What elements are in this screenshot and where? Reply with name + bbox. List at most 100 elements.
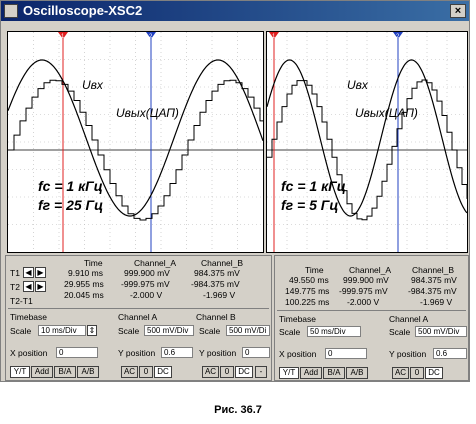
channel-b-invert-button[interactable]: - [255,366,267,378]
output-signal-label: Uвых(ЦАП) [116,106,179,120]
output-signal-trace [267,79,467,221]
x-position-label: X position [10,348,48,358]
header-channel-a: Channel_A [349,265,392,275]
add-mode-button[interactable]: Add [300,367,322,379]
channel-a-scale-field[interactable]: 500 mV/Div [144,325,194,336]
row-label-t2-t1: T2-T1 [10,296,33,306]
divider [8,308,269,309]
delta-channel-a: -2.000 V [347,297,380,307]
x-position-field[interactable]: 0 [325,348,367,359]
header-time: Time [84,258,103,268]
cursor-t2-marker-icon [146,32,156,39]
t2-right-arrow-icon[interactable]: ▶ [35,281,46,292]
input-signal-label: Uвх [82,78,103,92]
channel-a-y-position-field[interactable]: 0.6 [433,348,467,359]
t1-channel-b: 984.375 mV [194,268,240,278]
output-signal-label: Uвых(ЦАП) [355,106,418,120]
signal-frequency-label: fc = 1 кГц [281,178,346,194]
channel-a-group-label: Channel A [118,312,158,322]
channel-a-zero-button[interactable]: 0 [410,367,424,379]
x-position-field[interactable]: 0 [56,347,98,358]
t2-left-arrow-icon[interactable]: ◀ [23,281,34,292]
delta-channel-b: -1.969 V [420,297,453,307]
t1-time: 9.910 ms [68,268,103,278]
t2-channel-b: -984.375 mV [408,286,457,296]
close-button[interactable]: × [450,4,466,18]
t1-left-arrow-icon[interactable]: ◀ [23,267,34,278]
ba-mode-button[interactable]: B/A [323,367,345,379]
output-signal-trace [8,79,263,221]
window-title: Oscilloscope-XSC2 [23,3,143,18]
t1-channel-a: 999.900 mV [343,275,389,285]
timebase-group-label: Timebase [279,314,317,324]
channel-a-y-position-label: Y position [389,349,427,359]
header-channel-a: Channel_A [134,258,177,268]
control-panel-right: Time Channel_A Channel_B 49.550 ms 999.9… [274,255,469,381]
t2-channel-b: -984.375 mV [191,279,240,289]
cursor-t2-marker-icon [393,32,403,39]
timebase-spinner-icon[interactable]: ⇕ [87,325,97,336]
ab-mode-button[interactable]: A/B [77,366,99,378]
header-channel-b: Channel_B [201,258,244,268]
channel-b-group-label: Channel B [196,312,236,322]
channel-a-group-label: Channel A [389,314,429,324]
channel-a-scale-label: Scale [118,326,140,336]
oscilloscope-window: Oscilloscope-XSC2 × 1 2 Uвх Uвых(ЦАП) fc … [0,0,470,382]
input-signal-label: Uвх [347,78,368,92]
timebase-scale-field[interactable]: 50 ms/Div [307,326,361,337]
yt-mode-button[interactable]: Y/T [279,367,299,379]
channel-a-dc-button[interactable]: DC [425,367,443,379]
input-signal-trace [267,59,467,217]
channel-b-y-position-field[interactable]: 0 [242,347,270,358]
channel-b-scale-field[interactable]: 500 mV/Di [226,325,270,336]
header-channel-b: Channel_B [412,265,455,275]
control-panel-left: T1 ◀ ▶ T2 ◀ ▶ T2-T1 Time Channel_A Chann… [5,255,272,381]
channel-b-y-position-label: Y position [199,348,237,358]
cursor-t1-marker-icon [58,32,68,39]
timebase-scale-field[interactable]: 10 ms/Div [38,325,86,336]
oscilloscope-screen-right: 1 2 Uвх Uвых(ЦАП) fc = 1 кГц fг = 5 Гц [266,31,468,253]
ab-mode-button[interactable]: A/B [346,367,368,379]
t2-time: 149.775 ms [285,286,330,296]
app-icon [4,4,18,18]
add-mode-button[interactable]: Add [31,366,53,378]
t2-channel-a: -999.975 mV [339,286,388,296]
delta-time: 20.045 ms [64,290,104,300]
cursor-t2-label: 2 [149,34,153,40]
channel-a-ac-button[interactable]: AC [121,366,138,378]
x-position-label: X position [279,349,317,359]
cursor-t2-label: 2 [396,34,400,40]
header-time: Time [305,265,324,275]
channel-a-scale-field[interactable]: 500 mV/Div [415,326,467,337]
ba-mode-button[interactable]: B/A [54,366,76,378]
channel-b-zero-button[interactable]: 0 [220,366,234,378]
channel-b-scale-label: Scale [199,326,221,336]
delta-time: 100.225 ms [285,297,330,307]
channel-a-y-position-field[interactable]: 0.6 [161,347,193,358]
t1-channel-b: 984.375 mV [411,275,457,285]
t1-channel-a: 999.900 mV [124,268,170,278]
t1-right-arrow-icon[interactable]: ▶ [35,267,46,278]
divider [277,310,466,311]
cursor-t1-label: 1 [61,34,65,40]
sampling-frequency-label: fг = 25 Гц [38,197,104,213]
channel-b-ac-button[interactable]: AC [202,366,219,378]
channel-a-y-position-label: Y position [118,348,156,358]
channel-a-zero-button[interactable]: 0 [139,366,153,378]
channel-a-scale-label: Scale [389,327,411,337]
timebase-group-label: Timebase [10,312,48,322]
yt-mode-button[interactable]: Y/T [10,366,30,378]
channel-a-ac-button[interactable]: AC [392,367,409,379]
delta-channel-a: -2.000 V [130,290,163,300]
input-signal-trace [8,59,263,217]
timebase-scale-label: Scale [279,327,301,337]
signal-frequency-label: fc = 1 кГц [38,178,103,194]
sampling-frequency-label: fг = 5 Гц [281,197,339,213]
channel-a-dc-button[interactable]: DC [154,366,172,378]
channel-b-dc-button[interactable]: DC [235,366,253,378]
delta-channel-b: -1.969 V [203,290,236,300]
cursor-t1-label: 1 [272,34,276,40]
figure-caption: Рис. 36.7 [214,404,262,416]
title-bar[interactable]: Oscilloscope-XSC2 × [1,1,469,21]
row-label-t2: T2 [10,282,20,292]
